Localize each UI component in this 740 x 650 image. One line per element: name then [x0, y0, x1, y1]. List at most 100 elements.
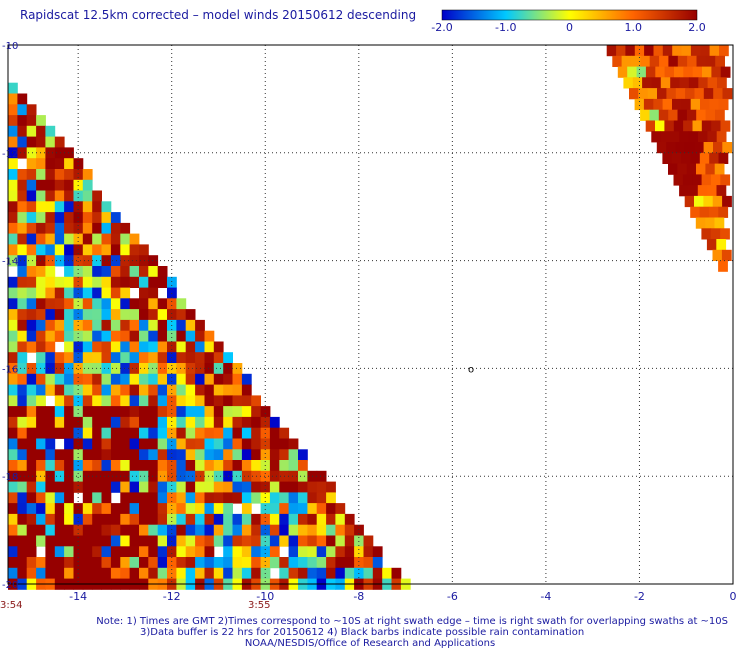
- heatmap-cell: [120, 298, 131, 310]
- heatmap-cell: [260, 470, 271, 482]
- heatmap-cell: [204, 524, 215, 536]
- heatmap-cell: [120, 384, 131, 396]
- heatmap-cell: [204, 567, 215, 579]
- heatmap-cell: [17, 460, 28, 472]
- heatmap-cell: [101, 352, 112, 364]
- heatmap-cell: [232, 416, 243, 429]
- heatmap-cell: [73, 222, 84, 235]
- heatmap-cell: [92, 373, 102, 385]
- heatmap-cell: [662, 152, 673, 164]
- heatmap-cell: [101, 384, 112, 396]
- heatmap-cell: [260, 449, 271, 461]
- heatmap-cell: [110, 438, 121, 450]
- heatmap-cell: [82, 449, 93, 461]
- heatmap-cell: [316, 513, 327, 526]
- heatmap-cell: [92, 266, 102, 278]
- heatmap-cell: [204, 416, 215, 429]
- heatmap-cell: [185, 513, 196, 526]
- heatmap-cell: [706, 239, 717, 251]
- heatmap-cell: [8, 546, 18, 558]
- heatmap-cell: [45, 503, 56, 515]
- heatmap-cell: [101, 395, 112, 407]
- heatmap-cell: [204, 373, 215, 385]
- heatmap-cell: [129, 438, 140, 450]
- heatmap-cell: [139, 352, 149, 364]
- heatmap-cell: [223, 352, 233, 364]
- heatmap-cell: [64, 492, 74, 504]
- heatmap-cell: [185, 416, 196, 429]
- heatmap-cell: [712, 249, 723, 261]
- heatmap-cell: [684, 142, 695, 154]
- heatmap-cell: [148, 416, 159, 429]
- heatmap-cell: [8, 201, 18, 213]
- heatmap-cell: [92, 503, 102, 515]
- heatmap-cell: [645, 66, 656, 78]
- heatmap-cell: [36, 125, 46, 137]
- heatmap-cell: [157, 363, 168, 375]
- heatmap-cell: [260, 546, 271, 558]
- heatmap-cell: [120, 244, 131, 256]
- heatmap-cell: [213, 406, 224, 418]
- heatmap-cell: [73, 481, 84, 493]
- heatmap-cell: [82, 373, 93, 385]
- heatmap-cell: [675, 142, 686, 154]
- heatmap-cell: [64, 190, 74, 202]
- heatmap-cell: [657, 88, 667, 100]
- heatmap-cell: [110, 330, 121, 342]
- heatmap-cell: [82, 492, 93, 504]
- heatmap-cell: [45, 255, 56, 267]
- heatmap-cell: [185, 373, 196, 385]
- heatmap-cell: [223, 416, 233, 429]
- heatmap-cell: [129, 384, 140, 396]
- heatmap-cell: [17, 212, 28, 224]
- heatmap-cell: [176, 546, 187, 558]
- heatmap-cell: [36, 190, 46, 202]
- heatmap-cell: [101, 341, 112, 353]
- heatmap-cell: [17, 470, 28, 482]
- heatmap-cell: [157, 309, 168, 321]
- heatmap-cell: [241, 470, 252, 482]
- heatmap-cell: [129, 535, 140, 547]
- heatmap-cell: [92, 460, 102, 472]
- y-tick-label: -10: [2, 41, 18, 52]
- heatmap-cell: [167, 546, 177, 558]
- heatmap-cell: [36, 298, 46, 310]
- heatmap-cell: [8, 373, 18, 385]
- heatmap-cell: [101, 416, 112, 429]
- heatmap-cell: [679, 185, 689, 197]
- heatmap-cell: [45, 535, 56, 547]
- heatmap-cell: [645, 120, 656, 132]
- y-tick-label: -14: [2, 257, 18, 268]
- heatmap-cell: [17, 169, 28, 181]
- heatmap-cell: [307, 481, 318, 493]
- heatmap-cell: [101, 233, 112, 245]
- heatmap-cell: [694, 88, 705, 100]
- heatmap-cell: [288, 557, 299, 569]
- heatmap-cell: [54, 373, 65, 385]
- heatmap-cell: [82, 222, 93, 235]
- heatmap-cell: [36, 557, 46, 569]
- time-label-1: 3:54: [0, 600, 23, 611]
- heatmap-cell: [195, 460, 205, 472]
- heatmap-cell: [157, 513, 168, 526]
- heatmap-cell: [167, 341, 177, 353]
- heatmap-cell: [54, 298, 65, 310]
- heatmap-cell: [8, 212, 18, 224]
- heatmap-cell: [92, 384, 102, 396]
- heatmap-cell: [64, 352, 74, 364]
- heatmap-cell: [8, 524, 18, 536]
- heatmap-cell: [213, 492, 224, 504]
- heatmap-cell: [157, 298, 168, 310]
- heatmap-cell: [54, 136, 65, 148]
- heatmap-cell: [129, 276, 140, 288]
- heatmap-cell: [129, 319, 140, 332]
- heatmap-cell: [288, 449, 299, 461]
- heatmap-cell: [17, 136, 28, 148]
- heatmap-cell: [335, 503, 346, 515]
- heatmap-cell: [54, 233, 65, 245]
- heatmap-cell: [120, 557, 131, 569]
- heatmap-cell: [326, 557, 336, 569]
- heatmap-cell: [8, 158, 18, 170]
- heatmap-cell: [54, 492, 65, 504]
- heatmap-cell: [139, 557, 149, 569]
